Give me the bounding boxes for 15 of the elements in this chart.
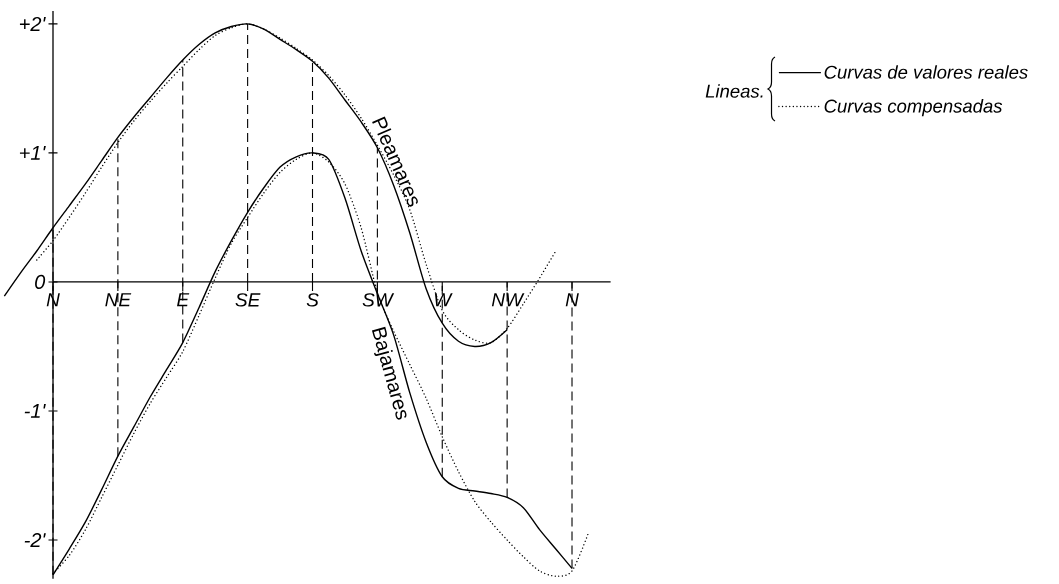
y-tick-label: -1' xyxy=(24,404,46,418)
y-tick-label: 0 xyxy=(35,274,46,290)
x-tick-label: SE xyxy=(235,293,261,307)
x-tick-label: W xyxy=(434,293,453,307)
x-tick-label: E xyxy=(176,293,190,307)
x-tick-label: S xyxy=(306,293,319,307)
y-tick-label: -2' xyxy=(24,533,46,547)
x-tick-label: NE xyxy=(105,293,132,307)
x-tick-label: NW xyxy=(491,293,525,307)
x-tick-label: N xyxy=(565,293,579,307)
legend-label: Curvas de valores reales xyxy=(824,65,1028,79)
y-tick-label: +2' xyxy=(19,16,46,31)
y-tick-label: +1' xyxy=(19,146,46,160)
legend-title: Lineas. xyxy=(705,84,763,98)
legend-label: Curvas compensadas xyxy=(824,99,1003,117)
